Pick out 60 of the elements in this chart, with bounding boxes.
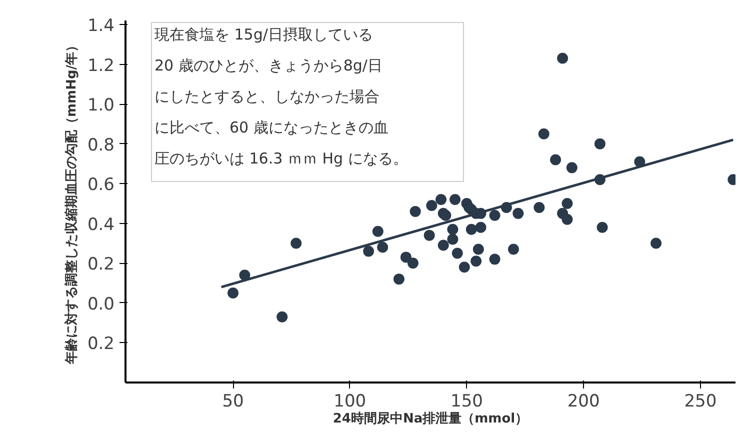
point [377,242,388,253]
x-tick-label: 200 [567,392,600,412]
point [452,248,463,259]
x-tick-label: 250 [684,392,717,412]
point [596,222,608,233]
point [650,238,662,249]
y-axis-title: 年齢に対する調整した収縮期血圧の勾配（mmHg/年） [63,38,80,366]
point [562,214,573,225]
annotation: 現在食塩を 15g/日摂取している [154,26,373,44]
point [489,254,500,265]
point [239,270,250,281]
point [424,230,435,241]
annotation: に比べて、60 歳になったときの血 [154,118,388,136]
point [489,210,500,221]
y-tick-label: 0.0 [87,294,115,314]
point [228,288,239,298]
point [393,274,404,285]
y-tick-label: 0.2 [87,254,115,275]
point [470,256,482,267]
point [458,262,470,273]
x-tick-label: 150 [450,392,483,412]
point [475,222,486,233]
point [557,52,568,64]
point [466,224,477,235]
point [447,234,458,245]
point [426,200,438,211]
point [436,194,447,205]
point [472,244,484,255]
point [400,252,412,263]
point [410,206,421,217]
annotation: にしたとすると、しなかった場合 [154,88,380,106]
y-tick-label: 0.2 [87,334,115,354]
y-tick-label: 1.2 [87,56,115,76]
point [290,238,302,249]
point [550,154,562,166]
y-tick-label: 0.8 [87,135,115,156]
point [438,240,449,251]
point [538,128,550,140]
annotation: 圧のちがいは 16.3 ｍｍ Hg になる。 [154,150,408,168]
y-tick-label: 1.4 [87,16,115,36]
point [372,226,384,237]
point [447,224,458,235]
y-tick-label: 0.6 [87,175,115,196]
y-tick-label: 0.4 [87,214,115,235]
x-tick-label: 50 [222,392,244,412]
point [440,210,452,221]
point [363,246,374,257]
point [562,198,573,209]
point [512,208,524,219]
point [450,194,461,205]
point [407,258,418,269]
annotation: 20 歳のひとが、きょうから8g/日 [154,56,382,74]
point [534,202,545,213]
point [508,244,519,255]
x-tick-label: 100 [334,392,366,412]
x-axis-title: 24時間尿中Na排泄量（mmol） [332,412,528,426]
point [276,311,288,322]
point [594,138,606,150]
y-tick-label: 1.0 [87,96,115,116]
point [566,162,578,174]
